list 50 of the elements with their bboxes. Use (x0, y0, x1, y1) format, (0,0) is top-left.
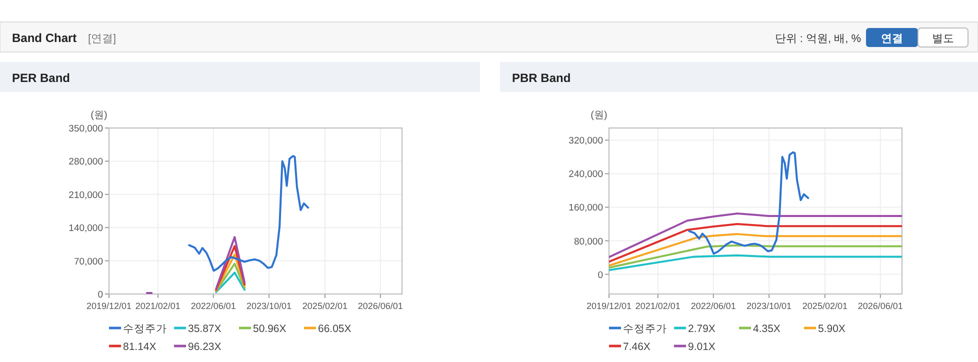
x-tick-label: 2023/10/01 (746, 301, 792, 311)
x-tick-label: 2026/06/01 (858, 301, 903, 311)
chart-title: PER Band (12, 71, 70, 85)
legend-label: 수정주가 (623, 323, 667, 335)
chart-title: PBR Band (512, 71, 571, 85)
x-tick-label: 2022/06/01 (190, 301, 236, 311)
x-tick-label: 2025/02/01 (802, 301, 848, 311)
y-tick-label: 0 (98, 290, 103, 300)
line-series (609, 222, 902, 263)
line-series (609, 233, 902, 266)
line-series (188, 154, 310, 272)
legend-label: 66.05X (318, 323, 352, 335)
y-tick-label: 0 (598, 270, 603, 281)
legend-label: 2.79X (688, 323, 716, 335)
text: 단위 : 억원, 배, % (774, 33, 862, 45)
y-tick-label: 140,000 (68, 223, 103, 234)
y-tick-label: 320,000 (568, 136, 603, 147)
text: 연결 (881, 33, 903, 45)
line-series (688, 151, 810, 255)
y-axis-title: (원) (90, 110, 108, 121)
x-tick-label: 2026/06/01 (358, 301, 403, 311)
line-series (609, 244, 902, 269)
x-tick-label: 2022/06/01 (690, 301, 736, 311)
legend-label: 7.46X (623, 341, 650, 353)
y-tick-label: 350,000 (68, 124, 103, 134)
y-tick-label: 80,000 (574, 236, 603, 248)
legend-label: 81.14X (123, 341, 156, 353)
y-tick-label: 70,000 (74, 256, 103, 268)
legend-label: 5.90X (818, 323, 846, 335)
legend-label: 수정주가 (123, 323, 167, 335)
legend-label: 50.96X (253, 323, 286, 335)
x-tick-label: 2021/02/01 (135, 301, 180, 311)
legend-label: 96.23X (188, 341, 222, 353)
x-tick-label: 2023/10/01 (246, 301, 292, 311)
y-tick-label: 280,000 (68, 156, 103, 168)
x-tick-label: 2019/12/01 (586, 301, 632, 311)
text: [연결] (88, 33, 116, 45)
legend-label: 9.01X (688, 341, 716, 353)
line-series (609, 212, 902, 258)
x-tick-label: 2021/02/01 (635, 301, 680, 311)
x-tick-label: 2019/12/01 (86, 301, 132, 311)
y-tick-label: 210,000 (68, 190, 103, 201)
y-tick-label: 240,000 (568, 169, 603, 180)
x-tick-label: 2025/02/01 (302, 301, 348, 311)
legend-label: 4.35X (753, 323, 780, 335)
y-axis-title: (원) (590, 110, 608, 121)
y-tick-label: 160,000 (568, 202, 603, 214)
text: 별도 (932, 33, 954, 45)
text: Band Chart (12, 31, 77, 45)
legend-label: 35.87X (188, 323, 222, 335)
